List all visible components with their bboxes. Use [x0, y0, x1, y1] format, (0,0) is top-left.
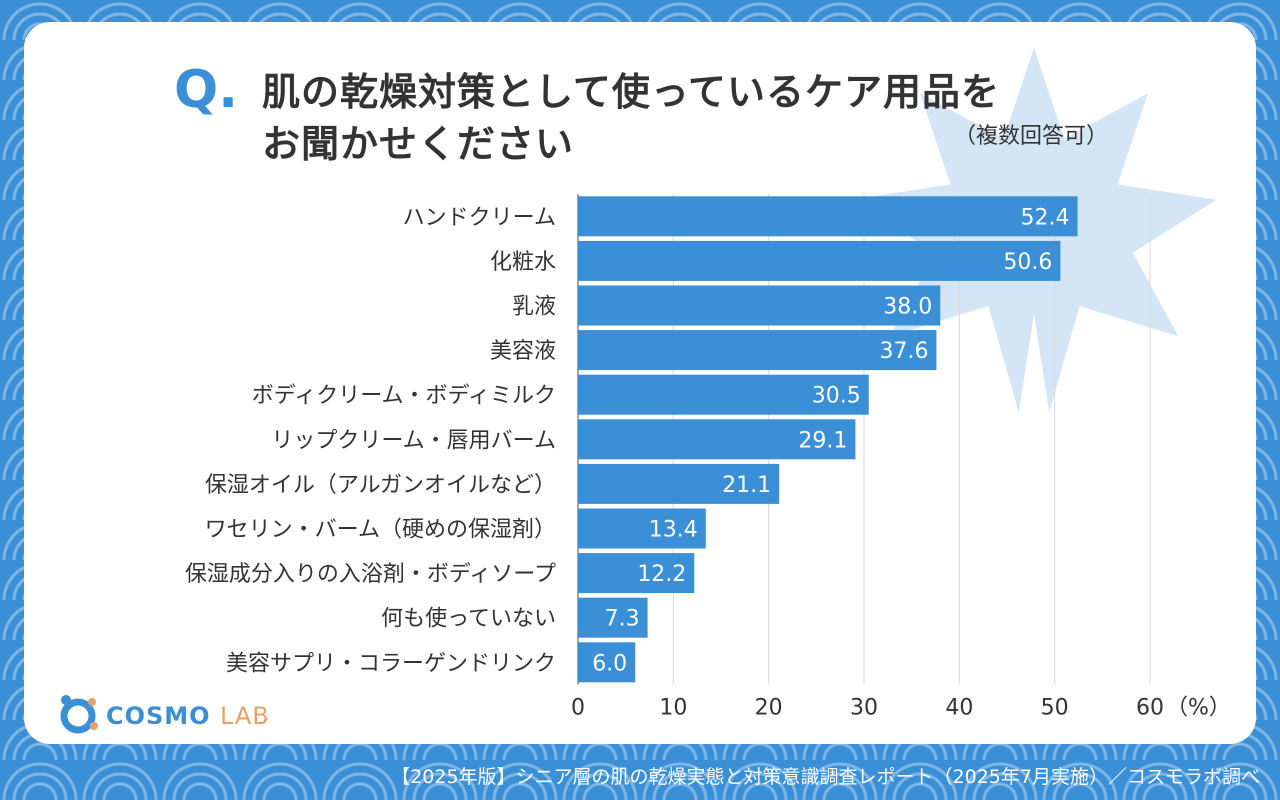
x-tick-label: 30 — [850, 696, 878, 721]
logo-text: COSMO LAB — [106, 702, 270, 730]
bar — [578, 642, 636, 683]
multiple-answer-note: （複数回答可） — [954, 124, 1109, 149]
category-label: 保湿成分入りの入浴剤・ボディソープ — [185, 562, 556, 587]
bar — [578, 553, 695, 594]
bar — [578, 597, 648, 638]
category-label: ボディクリーム・ボディミルク — [252, 384, 556, 409]
bar-value-label: 21.1 — [722, 473, 771, 498]
bar-value-label: 6.0 — [592, 651, 627, 676]
bar-value-label: 13.4 — [649, 518, 698, 543]
logo-sub: LAB — [219, 702, 270, 730]
bar — [578, 374, 869, 415]
bar-value-label: 50.6 — [1003, 250, 1052, 275]
x-tick-label: 20 — [755, 696, 783, 721]
bar — [578, 285, 941, 326]
x-tick-label: 60 — [1136, 696, 1164, 721]
bar-value-label: 37.6 — [879, 339, 928, 364]
question-mark-label: Q. — [174, 60, 238, 120]
category-label: 乳液 — [512, 295, 556, 320]
x-tick-label: 0 — [571, 696, 585, 721]
source-footer: 【2025年版】シニア層の肌の乾燥実態と対策意識調査レポート（2025年7月実施… — [391, 766, 1260, 788]
bar — [578, 330, 937, 371]
bar — [578, 196, 1078, 237]
bar-value-label: 38.0 — [883, 295, 932, 320]
bar-chart: 0 10 20 30 40 50 60 （%） ハンドクリーム 52.4 化粧水 50.6 乳液 38.0… — [185, 194, 1231, 721]
category-label: 化粧水 — [490, 250, 556, 275]
category-label: 保湿オイル（アルガンオイルなど） — [205, 473, 556, 498]
bar — [578, 463, 780, 504]
x-tick-label: 10 — [659, 696, 687, 721]
x-tick-label: 40 — [945, 696, 973, 721]
bar-value-label: 29.1 — [798, 428, 847, 453]
bar — [578, 240, 1061, 281]
bar-value-label: 7.3 — [605, 607, 640, 632]
chart-card: Q. 肌の乾燥対策として使っているケア用品を お聞かせください （複数回答可） … — [24, 22, 1256, 744]
category-label: 何も使っていない — [381, 607, 556, 632]
bar-value-label: 12.2 — [637, 562, 686, 587]
bar-value-label: 30.5 — [812, 384, 861, 409]
category-label: ハンドクリーム — [403, 205, 556, 230]
cosmo-lab-logo-icon — [60, 695, 98, 734]
category-label: リップクリーム・唇用バーム — [271, 428, 556, 453]
x-axis-unit-label: （%） — [1166, 696, 1231, 721]
bar-value-label: 52.4 — [1021, 205, 1070, 230]
title-line-2: お聞かせください — [262, 122, 575, 166]
bar — [578, 419, 856, 460]
category-label: ワセリン・バーム（硬めの保湿剤） — [205, 518, 556, 543]
bar — [578, 508, 706, 549]
x-tick-label: 50 — [1041, 696, 1069, 721]
page-title: 肌の乾燥対策として使っているケア用品を お聞かせください — [262, 66, 1000, 170]
category-label: 美容サプリ・コラーゲンドリンク — [226, 651, 556, 676]
category-label: 美容液 — [490, 339, 556, 364]
logo-brand: COSMO — [106, 702, 211, 730]
title-line-1: 肌の乾燥対策として使っているケア用品を — [262, 70, 1000, 114]
